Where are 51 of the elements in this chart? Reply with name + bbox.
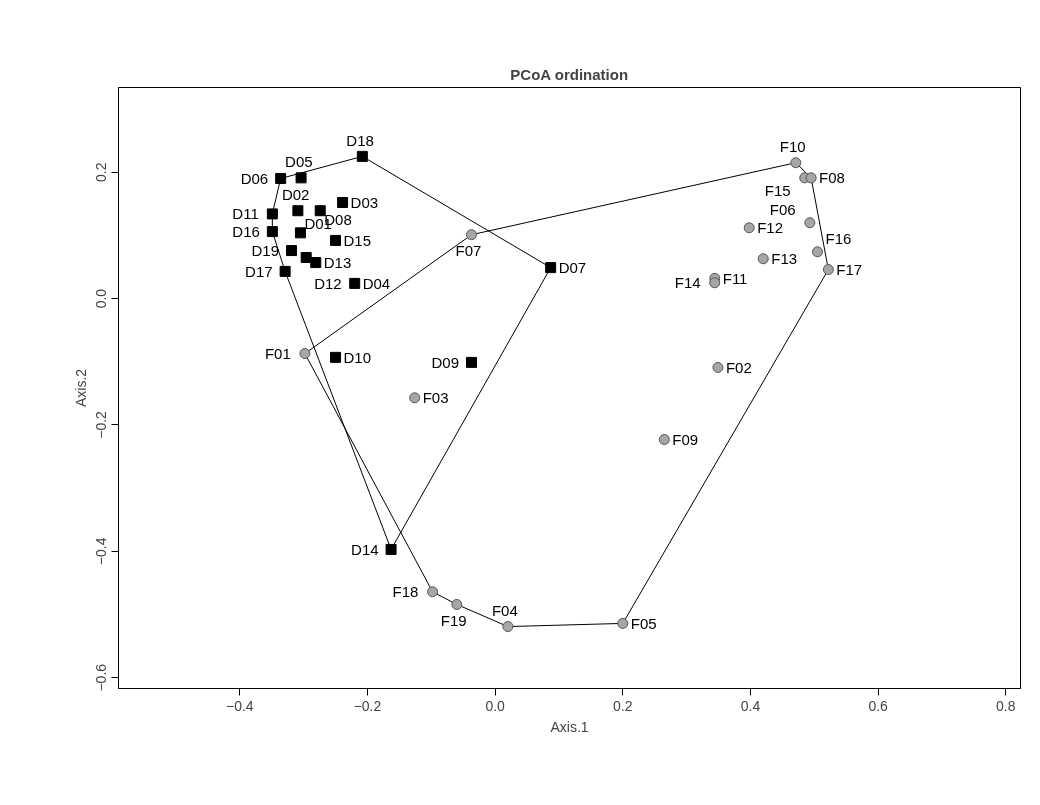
- y-tick-label: 0.2: [93, 162, 110, 182]
- data-label: D03: [350, 194, 379, 212]
- data-label: D02: [281, 186, 310, 204]
- data-label: F14: [674, 274, 701, 292]
- x-axis-title: Axis.1: [550, 718, 589, 735]
- y-tick-label: −0.4: [93, 537, 110, 566]
- data-label: F03: [422, 389, 449, 407]
- x-tick-label: −0.2: [353, 697, 382, 714]
- data-label: D07: [558, 259, 587, 277]
- data-label: D06: [240, 170, 269, 187]
- data-label: D17: [245, 262, 273, 280]
- data-label: F11: [722, 269, 748, 287]
- x-tick-label: −0.4: [225, 697, 254, 714]
- data-label: D14: [351, 540, 379, 558]
- data-label: D16: [232, 223, 260, 241]
- x-tick-label: 0.4: [740, 697, 761, 714]
- data-label: D05: [285, 153, 313, 171]
- y-axis-title: Axis.2: [72, 368, 89, 408]
- data-label: D15: [343, 231, 372, 249]
- data-label: F17: [836, 261, 863, 279]
- data-label: F16: [825, 230, 852, 248]
- data-label: D10: [343, 348, 372, 366]
- data-label: D11: [232, 205, 259, 223]
- chart-title: PCoA ordination: [510, 65, 629, 83]
- data-label: F15: [764, 182, 791, 200]
- x-tick-label: 0.6: [868, 697, 889, 714]
- data-label: F04: [491, 602, 518, 620]
- data-label: D04: [362, 274, 391, 292]
- x-tick-label: 0.2: [613, 697, 633, 714]
- data-label: D18: [346, 131, 374, 149]
- data-label: F13: [771, 250, 798, 268]
- data-label: D13: [323, 254, 352, 272]
- data-label: F08: [819, 169, 845, 187]
- y-tick-label: 0.0: [93, 288, 110, 309]
- y-tick-label: −0.2: [93, 410, 110, 439]
- data-label: F05: [630, 614, 657, 632]
- data-label: F18: [392, 583, 419, 601]
- data-label: D19: [251, 242, 280, 260]
- data-label: F19: [440, 611, 467, 629]
- x-tick-label: 0.8: [996, 697, 1016, 714]
- data-label: F06: [769, 201, 796, 219]
- data-label: F07: [455, 242, 482, 260]
- y-tick-label: −0.6: [93, 663, 110, 692]
- data-label: F12: [757, 219, 784, 237]
- data-label: F10: [779, 138, 806, 156]
- data-label: D12: [314, 275, 342, 292]
- data-label: F09: [672, 431, 699, 449]
- data-label: D09: [431, 353, 460, 371]
- data-label: F02: [725, 358, 752, 376]
- data-label: F01: [264, 345, 291, 363]
- x-tick-label: 0.0: [485, 697, 506, 714]
